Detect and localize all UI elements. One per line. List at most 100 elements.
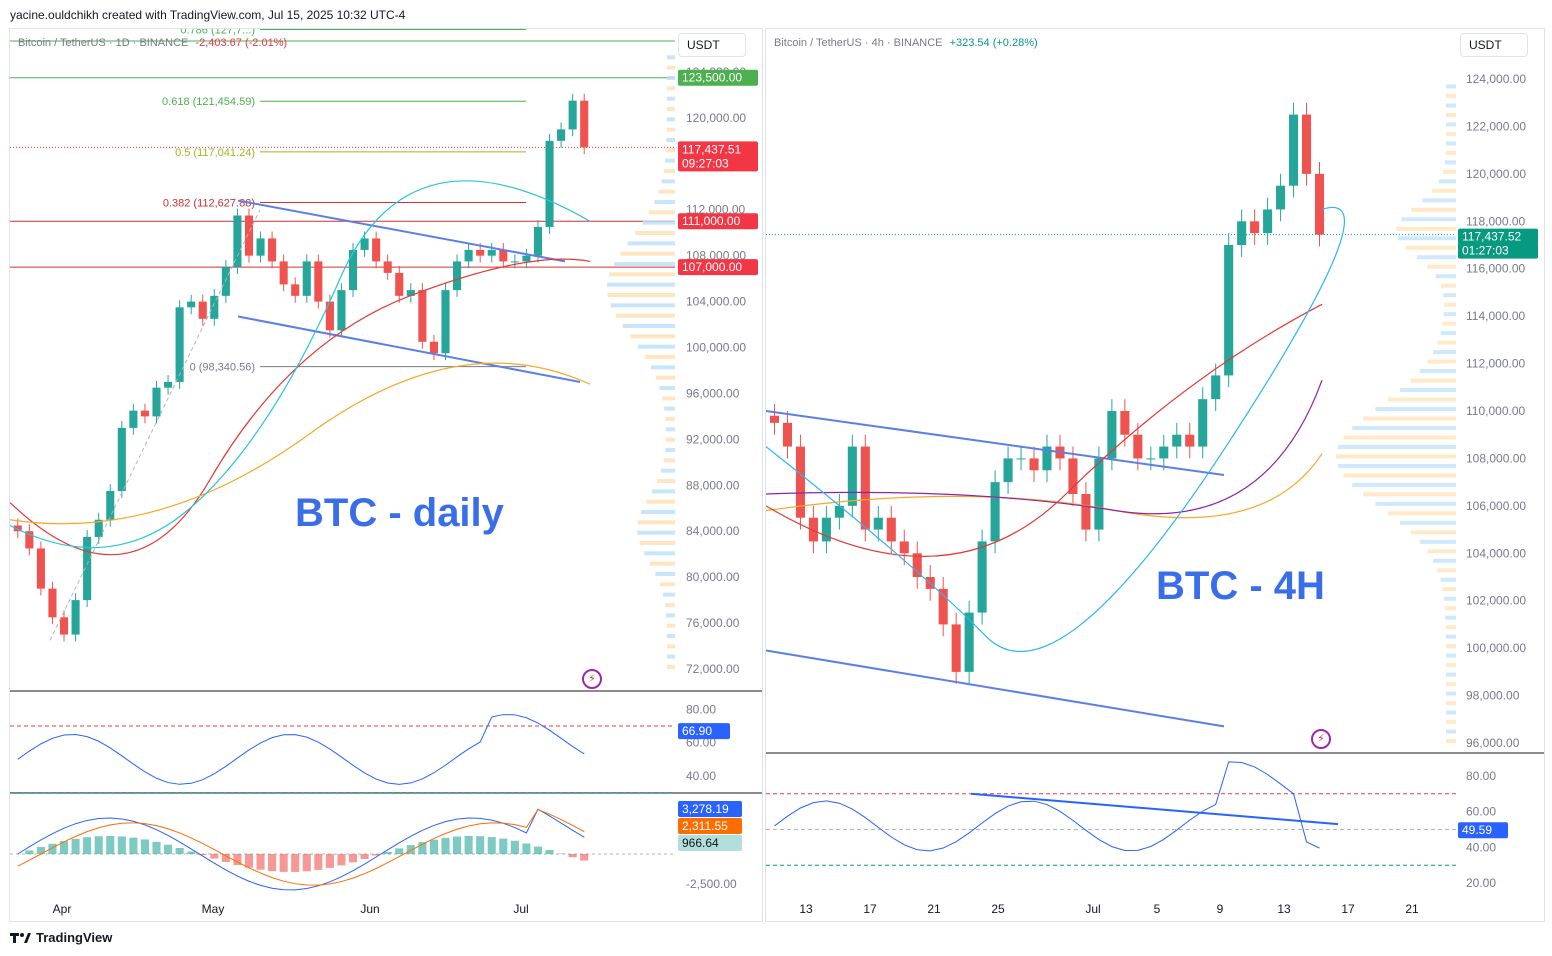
macd-histogram-bar bbox=[187, 851, 196, 854]
daily-rsi-value-bg bbox=[678, 723, 730, 740]
h4-price-tick: 114,000.00 bbox=[1466, 309, 1525, 323]
macd-histogram-bar bbox=[487, 837, 496, 854]
lightning-icon[interactable]: ⚡ bbox=[582, 669, 602, 689]
daily-candle bbox=[476, 249, 485, 256]
h4-candle bbox=[1224, 245, 1234, 376]
volume-profile-bar bbox=[615, 313, 675, 318]
ma-purple-line bbox=[766, 379, 1323, 515]
h4-rsi-tick: 60.00 bbox=[1466, 805, 1496, 819]
volume-profile-bar bbox=[1416, 255, 1456, 260]
h4-chart-panel[interactable]: 124,000.00 122,000.00 120,000.00 118,000.00… bbox=[765, 28, 1545, 922]
daily-annotation: BTC - daily bbox=[295, 491, 504, 535]
h4-candle bbox=[912, 553, 922, 577]
trendline-upper bbox=[766, 410, 1225, 477]
daily-rsi-tick: 80.00 bbox=[686, 702, 716, 716]
h4-rsi-line bbox=[774, 761, 1320, 852]
daily-candle bbox=[348, 249, 358, 291]
daily-price-tick: 120,000.00 bbox=[686, 111, 746, 125]
volume-profile-bar bbox=[1427, 264, 1456, 269]
macd-histogram-bar bbox=[117, 836, 126, 854]
volume-profile-bar bbox=[644, 551, 675, 556]
lightning-icon[interactable]: ⚡ bbox=[1311, 729, 1331, 749]
h4-candle bbox=[1159, 446, 1169, 459]
daily-candle bbox=[464, 249, 473, 262]
macd-signal-value-bg bbox=[678, 818, 742, 834]
h4-candle bbox=[990, 482, 1000, 542]
volume-profile-bar bbox=[1445, 644, 1456, 649]
label-current-price-bg bbox=[678, 141, 758, 158]
daily-candle bbox=[487, 249, 496, 256]
daily-unit-select[interactable]: USDT bbox=[678, 33, 746, 57]
daily-candle bbox=[383, 261, 392, 273]
volume-profile-bar bbox=[1440, 577, 1456, 582]
volume-profile-bar bbox=[1343, 435, 1456, 440]
volume-profile-bar bbox=[666, 127, 675, 132]
volume-profile-bar bbox=[1363, 416, 1456, 421]
volume-profile-bar bbox=[666, 107, 675, 111]
macd-histogram-bar bbox=[453, 836, 462, 854]
h4-price-tick: 102,000.00 bbox=[1466, 594, 1526, 608]
volume-profile-bar bbox=[666, 665, 675, 669]
volume-profile-bar bbox=[1446, 84, 1456, 89]
daily-candle bbox=[221, 267, 230, 296]
h4-price-tick: 108,000.00 bbox=[1466, 451, 1526, 465]
macd-histogram-bar bbox=[568, 854, 577, 858]
h4-unit-select[interactable]: USDT bbox=[1460, 33, 1528, 57]
tradingview-footer[interactable]: TradingView bbox=[10, 930, 112, 945]
daily-candle bbox=[522, 255, 531, 262]
volume-profile-bar bbox=[620, 251, 675, 256]
volume-profile-bar bbox=[646, 499, 675, 504]
h4-candle bbox=[886, 517, 896, 542]
macd-histogram-bar bbox=[291, 854, 300, 872]
h4-time-tick: 21 bbox=[1405, 902, 1419, 916]
volume-profile-bar bbox=[1343, 473, 1456, 478]
macd-histogram-bar bbox=[140, 839, 149, 854]
ma-red-line bbox=[766, 303, 1323, 558]
daily-candle bbox=[94, 519, 103, 537]
volume-profile-bar bbox=[657, 479, 675, 483]
daily-candle bbox=[268, 238, 277, 262]
volume-profile-bar bbox=[666, 117, 675, 122]
rsi-trendline bbox=[970, 792, 1339, 826]
ma-orange-line bbox=[10, 362, 591, 525]
macd-histogram-bar bbox=[83, 837, 92, 854]
label-current-price: 117,437.51 bbox=[682, 142, 741, 156]
daily-candle bbox=[198, 301, 207, 319]
daily-price-tick: 84,000.00 bbox=[686, 524, 740, 538]
h4-price-tick: 118,000.00 bbox=[1466, 214, 1525, 228]
daily-candle bbox=[279, 261, 288, 285]
daily-chart-svg: 124,000.00120,000.00116,000.00112,000.00… bbox=[10, 29, 762, 916]
h4-time-tick: 9 bbox=[1217, 902, 1224, 916]
h4-candle bbox=[808, 517, 818, 542]
h4-candle bbox=[834, 505, 844, 518]
macd-histogram-bar bbox=[25, 850, 34, 854]
volume-profile-bar bbox=[1445, 691, 1456, 696]
h4-time-tick: Jul bbox=[1085, 902, 1100, 916]
daily-candle bbox=[325, 301, 334, 331]
volume-profile-bar bbox=[666, 76, 675, 80]
volume-profile-bar bbox=[659, 386, 675, 390]
h4-label-countdown: 01:27:03 bbox=[1462, 244, 1509, 258]
volume-profile-bar bbox=[637, 520, 675, 525]
h4-time-tick: 5 bbox=[1154, 902, 1161, 916]
macd-histogram-bar bbox=[372, 854, 381, 856]
h4-rsi-tick: 20.00 bbox=[1466, 876, 1496, 890]
macd-histogram-bar bbox=[395, 848, 404, 854]
volume-profile-bar bbox=[1443, 596, 1456, 601]
volume-profile-bar bbox=[610, 303, 675, 308]
daily-chart-panel[interactable]: 124,000.00120,000.00116,000.00112,000.00… bbox=[9, 28, 763, 922]
daily-candle bbox=[244, 215, 254, 256]
macd-histogram-bar bbox=[545, 849, 554, 854]
daily-candle bbox=[360, 238, 369, 250]
volume-profile-bar bbox=[613, 262, 675, 266]
daily-candle bbox=[557, 129, 566, 141]
volume-profile-bar bbox=[1443, 312, 1456, 317]
volume-profile-bar bbox=[1445, 103, 1456, 108]
volume-profile-bar bbox=[1397, 236, 1456, 241]
h4-candle bbox=[1094, 458, 1104, 530]
volume-profile-bar bbox=[661, 468, 675, 473]
volume-profile-bar bbox=[630, 334, 675, 339]
macd-hist-value: 966.64 bbox=[682, 836, 719, 850]
macd-histogram-bar bbox=[580, 854, 589, 861]
macd-histogram-bar bbox=[464, 836, 473, 854]
